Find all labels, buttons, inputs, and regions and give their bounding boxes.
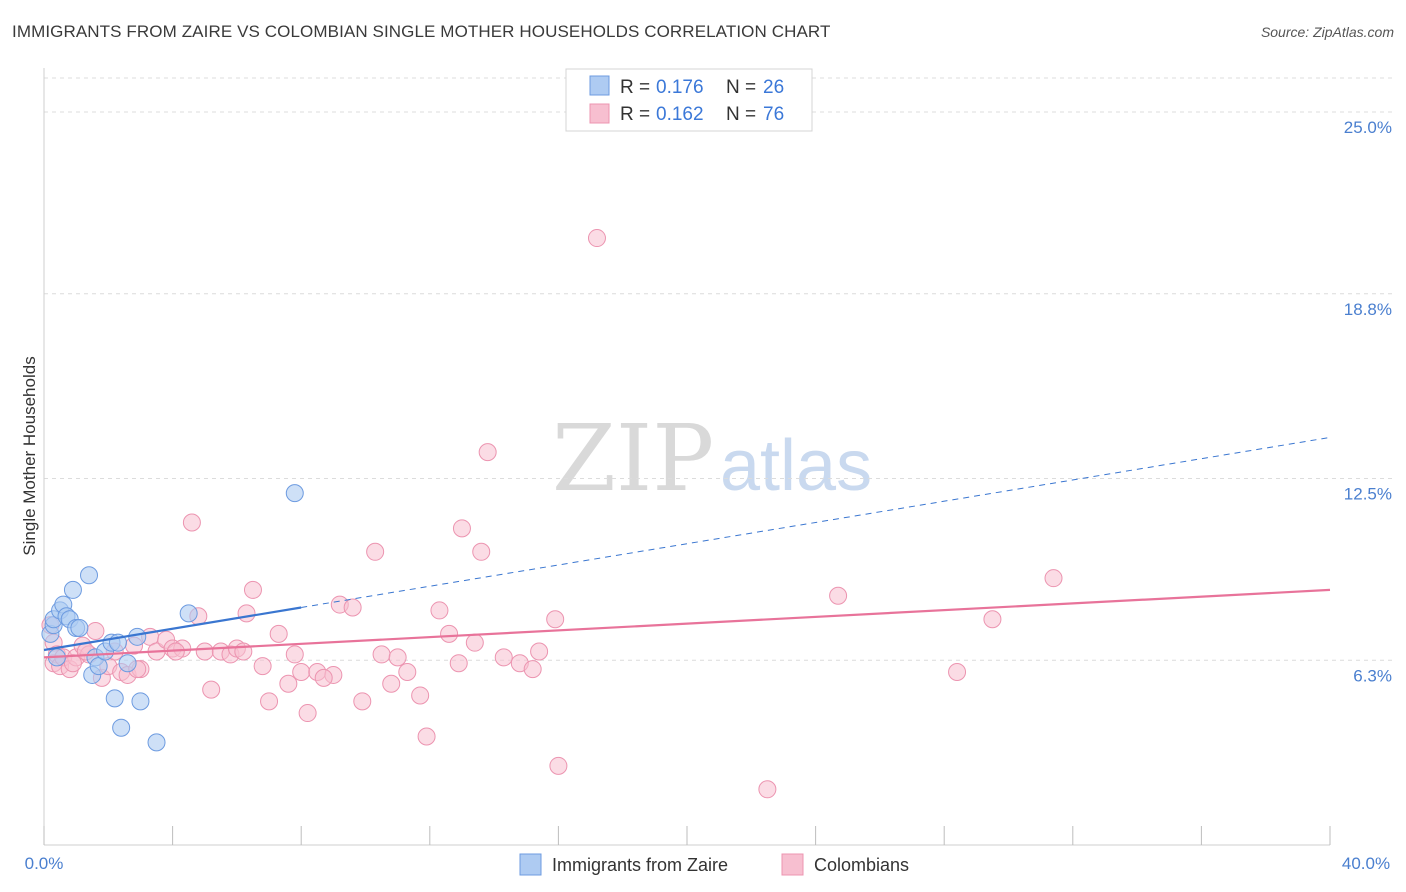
colombian-point — [63, 654, 82, 673]
zaire-trend-line-solid — [43, 606, 302, 652]
y-tick-label: 12.5% — [1344, 484, 1392, 503]
colombian-point — [86, 621, 105, 640]
colombian-point — [292, 663, 311, 682]
colombian-point — [829, 586, 848, 605]
colombian-point — [983, 610, 1002, 629]
legend-n-label-zaire: N = — [726, 77, 756, 98]
colombian-point — [430, 601, 449, 620]
legend-n-value-zaire: 26 — [763, 77, 784, 98]
colombian-point — [353, 692, 372, 711]
colombian-point — [530, 642, 549, 661]
colombian-point — [298, 704, 317, 723]
bottom-legend-label-colombian: Colombians — [814, 855, 909, 875]
colombian-point — [398, 663, 417, 682]
colombian-point — [366, 542, 385, 561]
zaire-point — [128, 627, 147, 646]
colombian-point — [237, 604, 256, 623]
colombian-point — [372, 645, 391, 664]
colombian-point — [411, 686, 430, 705]
zaire-point — [70, 619, 89, 638]
correlation-legend: R = 0.176 N = 26 R = 0.162 N = 76 — [565, 68, 813, 132]
x-tick-label-min: 0.0% — [25, 854, 64, 873]
colombian-point — [260, 692, 279, 711]
bottom-legend-swatch-zaire — [519, 853, 542, 876]
watermark-zip: ZIP — [552, 405, 714, 512]
legend-swatch-zaire — [589, 75, 610, 96]
colombian-point — [449, 654, 468, 673]
legend-r-label-zaire: R = — [620, 77, 650, 98]
colombian-point — [546, 610, 565, 629]
y-axis-tick-labels: 6.3% 12.5% 18.8% 25.0% — [1344, 118, 1392, 685]
colombian-point — [253, 657, 272, 676]
zaire-points — [41, 484, 304, 752]
x-tick-label-max: 40.0% — [1342, 854, 1390, 873]
colombian-point — [202, 680, 221, 699]
zaire-point — [179, 604, 198, 623]
zaire-point — [118, 654, 137, 673]
y-tick-label: 25.0% — [1344, 118, 1392, 137]
zaire-point — [80, 566, 99, 585]
watermark-atlas: atlas — [720, 426, 872, 506]
zaire-point — [285, 484, 304, 503]
bottom-legend-swatch-colombian — [781, 853, 804, 876]
colombian-point — [587, 229, 606, 248]
zaire-point — [147, 733, 166, 752]
colombian-point — [549, 756, 568, 775]
colombian-point — [269, 624, 288, 643]
zaire-point — [131, 692, 150, 711]
colombian-point — [1044, 569, 1063, 588]
zaire-trend-line-dashed — [301, 436, 1331, 608]
y-tick-label: 18.8% — [1344, 300, 1392, 319]
legend-r-value-colombian: 0.162 — [656, 104, 704, 125]
source-label: Source: ZipAtlas.com — [1260, 24, 1394, 40]
colombian-point — [465, 633, 484, 652]
colombian-point — [382, 674, 401, 693]
colombian-point — [314, 668, 333, 687]
grid-lines — [44, 77, 1392, 661]
legend-swatch-colombian — [589, 103, 610, 124]
colombian-point — [478, 443, 497, 462]
colombian-point — [523, 660, 542, 679]
colombian-point — [195, 642, 214, 661]
colombian-point — [758, 780, 777, 799]
colombian-point — [388, 648, 407, 667]
colombian-point — [472, 542, 491, 561]
bottom-legend-label-zaire: Immigrants from Zaire — [552, 855, 728, 875]
colombian-point — [285, 645, 304, 664]
zaire-point — [112, 718, 131, 737]
colombian-point — [417, 727, 436, 746]
zaire-point — [63, 580, 82, 599]
y-tick-label: 6.3% — [1353, 666, 1392, 685]
colombian-point — [343, 598, 362, 617]
trend-lines — [43, 436, 1331, 659]
colombian-point — [494, 648, 513, 667]
colombians-points — [41, 229, 1063, 799]
zaire-point — [105, 689, 124, 708]
series-legend: Immigrants from Zaire Colombians — [519, 853, 909, 876]
colombian-point — [440, 624, 459, 643]
legend-r-label-colombian: R = — [620, 104, 650, 125]
colombian-trend-line — [43, 588, 1331, 659]
x-axis-ticks — [43, 826, 1331, 845]
y-axis-label: Single Mother Households — [20, 356, 39, 555]
legend-r-value-zaire: 0.176 — [656, 77, 704, 98]
legend-n-label-colombian: N = — [726, 104, 756, 125]
colombian-point — [948, 663, 967, 682]
legend-n-value-colombian: 76 — [763, 104, 784, 125]
colombian-point — [182, 513, 201, 532]
colombian-point — [243, 580, 262, 599]
colombian-point — [452, 519, 471, 538]
colombian-point — [279, 674, 298, 693]
chart-title: IMMIGRANTS FROM ZAIRE VS COLOMBIAN SINGL… — [12, 22, 831, 41]
